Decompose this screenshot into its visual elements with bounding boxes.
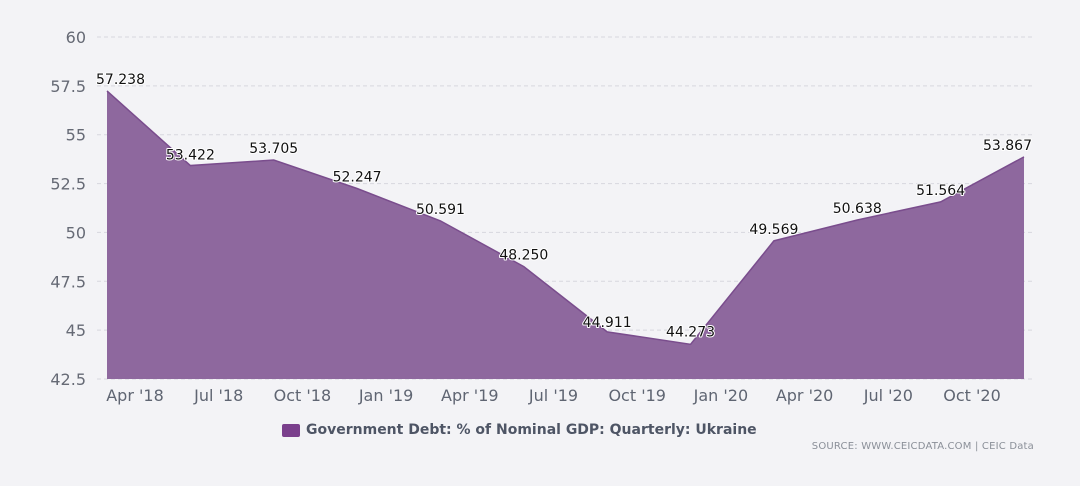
x-tick-label: Oct '20 [943, 386, 1001, 405]
data-label: 49.569 [749, 222, 798, 238]
x-tick-label: Oct '18 [274, 386, 332, 405]
series-line[interactable] [106, 90, 1025, 346]
data-label: 53.705 [249, 141, 298, 157]
x-tick-label: Apr '18 [106, 386, 164, 405]
data-label: 44.273 [666, 324, 715, 340]
y-axis: 42.5 45 47.5 50 52.5 55 57.5 60 [50, 28, 86, 389]
data-label: 48.250 [499, 248, 548, 264]
x-tick-label: Jan '19 [358, 386, 414, 405]
x-tick-label: Jul '20 [863, 386, 913, 405]
x-tick-label: Jul '19 [528, 386, 578, 405]
y-tick-label: 55 [66, 126, 86, 145]
data-label: 52.247 [333, 170, 382, 186]
data-label: 50.591 [416, 202, 465, 218]
legend[interactable]: Government Debt: % of Nominal GDP: Quart… [282, 420, 757, 440]
y-tick-label: 45 [66, 321, 86, 340]
y-tick-label: 52.5 [50, 175, 86, 194]
source-credit: SOURCE: WWW.CEICDATA.COM | CEIC Data [811, 441, 1034, 452]
legend-label: Government Debt: % of Nominal GDP: Quart… [306, 422, 757, 438]
x-tick-label: Jan '20 [693, 386, 749, 405]
data-label: 50.638 [833, 201, 882, 217]
data-label: 44.911 [583, 315, 632, 331]
x-tick-label: Oct '19 [608, 386, 666, 405]
data-label: 53.867 [983, 138, 1032, 154]
series-area[interactable] [106, 90, 1025, 380]
y-tick-label: 42.5 [50, 370, 86, 389]
x-tick-label: Jul '18 [193, 386, 243, 405]
legend-swatch [282, 423, 300, 437]
data-labels: 57.238 53.422 53.705 52.247 50.591 48.250 44.9… [95, 71, 1033, 341]
y-tick-label: 60 [66, 28, 86, 47]
y-tick-label: 50 [66, 223, 86, 242]
y-tick-label: 57.5 [50, 77, 86, 96]
y-tick-label: 47.5 [50, 272, 86, 291]
data-label: 51.564 [916, 183, 965, 199]
x-axis: Apr '18 Jul '18 Oct '18 Jan '19 Apr '19 Jul '… [106, 386, 1001, 405]
data-label: 57.238 [96, 72, 145, 88]
x-tick-label: Apr '20 [776, 386, 834, 405]
x-tick-label: Apr '19 [441, 386, 499, 405]
area-fill[interactable] [107, 90, 1024, 380]
data-label: 53.422 [166, 148, 215, 164]
